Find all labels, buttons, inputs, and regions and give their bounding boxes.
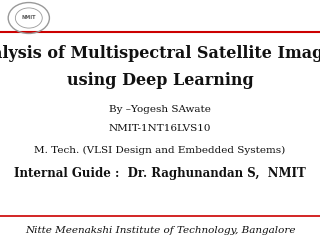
Text: NMIT: NMIT	[21, 15, 36, 20]
Text: Nitte Meenakshi Institute of Technology, Bangalore: Nitte Meenakshi Institute of Technology,…	[25, 226, 295, 235]
Text: Analysis of Multispectral Satellite Imagery: Analysis of Multispectral Satellite Imag…	[0, 46, 320, 62]
Text: NMIT-1NT16LVS10: NMIT-1NT16LVS10	[109, 124, 211, 133]
Text: By –Yogesh SAwate: By –Yogesh SAwate	[109, 105, 211, 114]
Text: M. Tech. (VLSI Design and Embedded Systems): M. Tech. (VLSI Design and Embedded Syste…	[34, 145, 286, 155]
Text: using Deep Learning: using Deep Learning	[67, 72, 253, 89]
Text: Internal Guide :  Dr. Raghunandan S,  NMIT: Internal Guide : Dr. Raghunandan S, NMIT	[14, 168, 306, 180]
